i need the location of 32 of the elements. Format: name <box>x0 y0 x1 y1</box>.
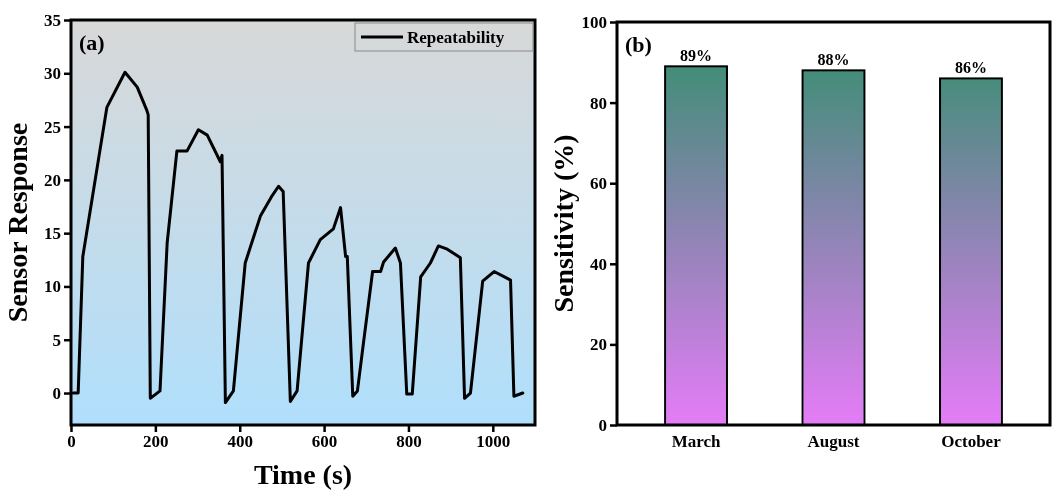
y-tick-label: 0 <box>52 383 61 403</box>
y-tick-label: 5 <box>52 330 61 350</box>
data-label: 88% <box>817 51 850 69</box>
y-tick-label: 20 <box>44 170 61 190</box>
y-tick-label: 60 <box>590 174 607 194</box>
legend-label: Repeatability <box>407 28 505 47</box>
annotation: (b) <box>625 32 652 57</box>
x-tick-label: March <box>671 432 721 452</box>
data-label: 86% <box>954 59 987 77</box>
data-label: 89% <box>680 47 713 65</box>
y-tick-label: 40 <box>590 254 607 274</box>
y-tick-label: 80 <box>590 93 607 113</box>
x-tick-label: 600 <box>311 432 338 452</box>
y-tick-label: 30 <box>44 64 61 84</box>
y-axis-title: Sensitivity (%) <box>548 134 579 313</box>
x-tick-label: 1000 <box>476 432 511 452</box>
y-tick-label: 0 <box>598 415 607 435</box>
x-tick-label: October <box>941 432 1002 452</box>
y-tick-label: 25 <box>44 117 61 137</box>
y-tick-label: 10 <box>44 277 61 297</box>
y-tick-label: 35 <box>44 10 61 30</box>
x-tick-label: 400 <box>227 432 253 452</box>
y-tick-label: 20 <box>590 335 607 355</box>
annotation: (a) <box>79 30 105 55</box>
y-axis-title: Sensor Response <box>2 122 33 323</box>
y-tick-label: 100 <box>581 12 607 32</box>
y-tick-label: 15 <box>44 224 61 244</box>
x-tick-label: 200 <box>143 432 169 452</box>
x-tick-label: August <box>807 432 860 452</box>
x-axis-title: Time (s) <box>253 459 353 490</box>
x-tick-label: 800 <box>396 432 422 452</box>
x-tick-label: 0 <box>67 432 76 452</box>
